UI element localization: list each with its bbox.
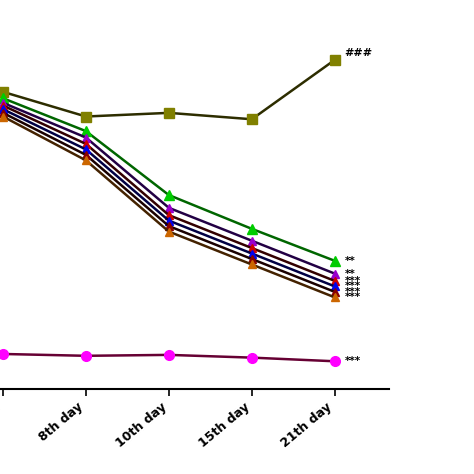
Text: ***: *** [345, 276, 361, 286]
Text: **: ** [345, 256, 356, 266]
Text: ***: *** [345, 356, 361, 366]
Text: ***: *** [345, 287, 361, 297]
Text: ***: *** [345, 292, 361, 302]
Text: **: ** [345, 269, 356, 279]
Text: ***: *** [345, 282, 361, 292]
Text: ###: ### [345, 47, 373, 57]
